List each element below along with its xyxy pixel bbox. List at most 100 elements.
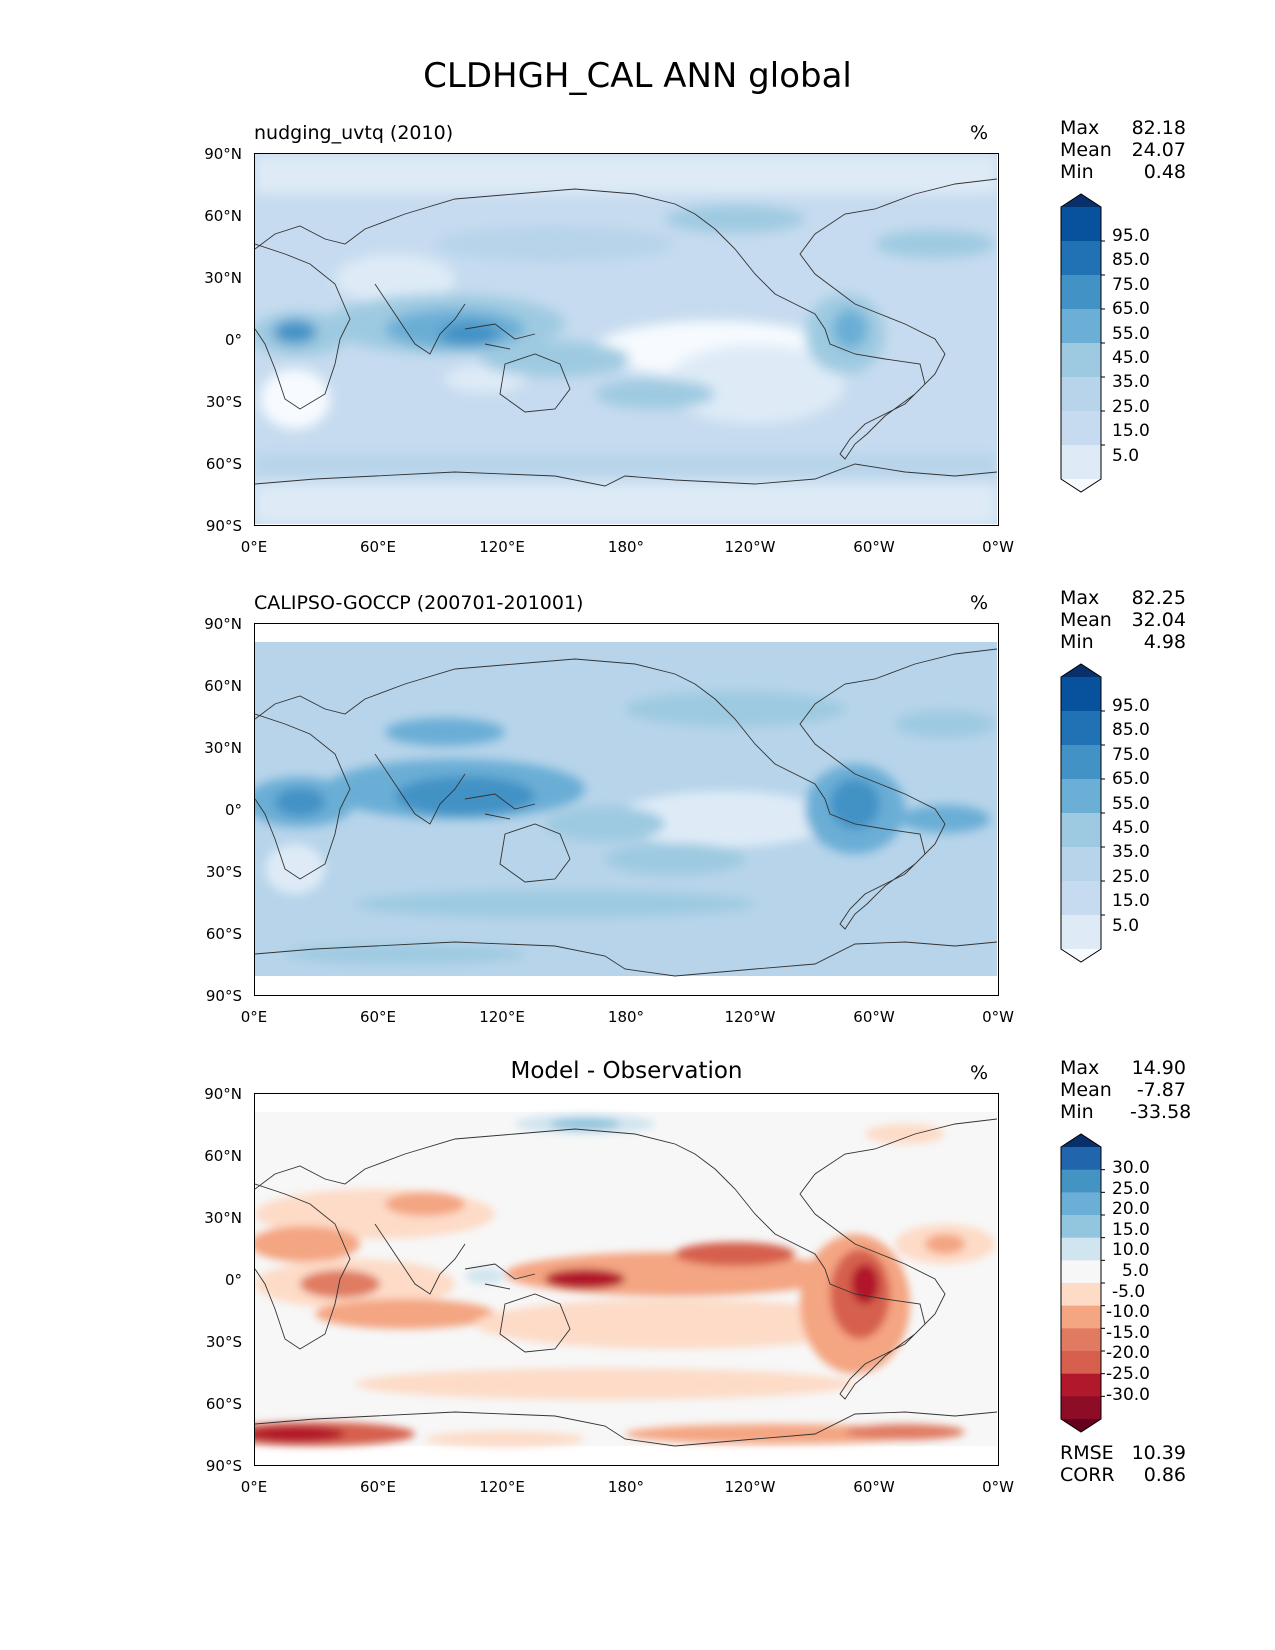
panel-1-ytick-0: 0° [224, 331, 242, 349]
panel-2-xtick-180: 180° [607, 1008, 645, 1026]
panel-3-stat-values: 14.90 -7.87 -33.58 [1130, 1057, 1192, 1123]
panel-1-xtick-120e: 120°E [479, 538, 525, 556]
panel-2-title: CALIPSO-GOCCP (200701-201001) [254, 592, 584, 614]
panel-1-xtick-0w: 0°W [982, 538, 1014, 556]
panel-1-cb-label: 5.0 [1112, 445, 1140, 466]
corr-value: 0.86 [1143, 1464, 1186, 1486]
panel-2-cb-label: 45.0 [1112, 818, 1150, 839]
panel-1-min-value: 0.48 [1143, 161, 1186, 183]
colorbar-segment [1061, 1147, 1101, 1171]
panel-3-cb-label: -30.0 [1106, 1384, 1150, 1405]
colorbar-extend-max [1061, 1134, 1101, 1147]
colorbar-segment [1061, 309, 1101, 344]
panel-3-ytick-30n: 30°N [204, 1209, 242, 1227]
colorbar-segment [1061, 1351, 1101, 1375]
panel-3-cb-label: 25.0 [1112, 1178, 1150, 1199]
panel-3-cb-label: 10.0 [1112, 1240, 1150, 1261]
colorbar-extend-min [1061, 949, 1101, 962]
panel-1-max-value: 82.18 [1131, 117, 1186, 139]
panel-1-cb-label: 15.0 [1112, 421, 1150, 442]
colorbar-segment [1061, 1215, 1101, 1239]
colorbar-segment [1061, 343, 1101, 378]
panel-1-colorbar-labels: 95.0 85.0 75.0 65.0 55.0 45.0 35.0 25.0 … [1112, 224, 1150, 468]
panel-1-cb-label: 95.0 [1112, 226, 1150, 246]
panel-3-xtick-120e: 120°E [479, 1478, 525, 1496]
colorbar-segment [1061, 677, 1101, 712]
panel-2-mean-label: Mean [1060, 609, 1112, 631]
panel-3-mean-label: Mean [1060, 1079, 1112, 1101]
panel-1-ytick-60n: 60°N [204, 207, 242, 225]
panel-3-ytick-60s: 60°S [205, 1395, 242, 1413]
panel-2-cb-label: 25.0 [1112, 866, 1150, 887]
colorbar-outline [1060, 663, 1102, 963]
panel-3-map-field [255, 1094, 997, 1464]
panel-2-cb-label: 5.0 [1112, 915, 1140, 936]
panel-3-ytick-60n: 60°N [204, 1147, 242, 1165]
rmse-label: RMSE [1060, 1442, 1114, 1464]
panel-1-cb-label: 55.0 [1112, 323, 1150, 344]
colorbar-segment [1061, 745, 1101, 780]
colorbar-segment [1061, 207, 1101, 242]
panel-3-ytick-90s: 90°S [205, 1457, 242, 1475]
panel-2-xtick-60w: 60°W [853, 1008, 895, 1026]
panel-3-xtick-120w: 120°W [724, 1478, 776, 1496]
panel-2-ytick-0: 0° [224, 801, 242, 819]
panel-3-ytick-30s: 30°S [205, 1333, 242, 1351]
panel-3-min-value: -33.58 [1130, 1101, 1192, 1123]
panel-3-cb-label: 15.0 [1112, 1219, 1150, 1240]
colorbar-segment [1061, 377, 1101, 412]
panel-2-max-value: 82.25 [1131, 587, 1186, 609]
panel-3-xtick-60e: 60°E [359, 1478, 397, 1496]
panel-1-ytick-90n: 90°N [204, 145, 242, 163]
panel-2-ytick-30s: 30°S [205, 863, 242, 881]
panel-1-stat-values: 82.18 24.07 0.48 [1130, 117, 1186, 183]
panel-1-max-label: Max [1060, 117, 1100, 139]
panel-2-cb-label: 35.0 [1112, 842, 1150, 863]
panel-3-cb-label: -25.0 [1106, 1363, 1150, 1384]
panel-2-xtick-0e: 0°E [240, 1008, 268, 1026]
panel-2-min-label: Min [1060, 631, 1094, 653]
colorbar-extend-max [1061, 664, 1101, 677]
panel-1-mean-label: Mean [1060, 139, 1112, 161]
panel-2-min-value: 4.98 [1143, 631, 1186, 653]
colorbar-segment [1061, 275, 1101, 310]
panel-2-xtick-120e: 120°E [479, 1008, 525, 1026]
panel-1-xtick-60e: 60°E [359, 538, 397, 556]
panel-3-ytick-0: 0° [224, 1271, 242, 1289]
panel-3-xtick-180: 180° [607, 1478, 645, 1496]
panel-2-map [254, 623, 999, 996]
panel-1-cb-label: 65.0 [1112, 299, 1150, 320]
panel-3-ytick-90n: 90°N [204, 1085, 242, 1103]
panel-1-colorbar [1060, 193, 1105, 493]
panel-2-cb-label: 15.0 [1112, 891, 1150, 912]
colorbar-segment [1061, 1373, 1101, 1397]
panel-2-ytick-60n: 60°N [204, 677, 242, 695]
colorbar-segment [1061, 915, 1101, 950]
colorbar-segment [1061, 1192, 1101, 1216]
panel-3-cb-label: 20.0 [1112, 1199, 1150, 1220]
panel-1-cb-label: 85.0 [1112, 250, 1150, 271]
panel-3-max-value: 14.90 [1131, 1057, 1186, 1079]
panel-3-cb-label: -10.0 [1106, 1302, 1150, 1323]
colorbar-segment [1061, 779, 1101, 814]
panel-2-colorbar-labels: 95.0 85.0 75.0 65.0 55.0 45.0 35.0 25.0 … [1112, 694, 1150, 938]
colorbar-extend-max [1061, 194, 1101, 207]
colorbar-extend-min [1061, 1419, 1101, 1432]
panel-2-ytick-30n: 30°N [204, 739, 242, 757]
colorbar-segment [1061, 445, 1101, 480]
panel-3-cb-label: -15.0 [1106, 1322, 1150, 1343]
panel-1-ytick-90s: 90°S [205, 517, 242, 535]
panel-2-unit: % [970, 592, 989, 614]
colorbar-segment [1061, 881, 1101, 916]
colorbar-segment [1061, 1260, 1101, 1284]
colorbar-segment [1061, 1283, 1101, 1307]
panel-2-map-field [255, 624, 997, 994]
panel-2-ytick-90s: 90°S [205, 987, 242, 1005]
panel-2-stat-values: 82.25 32.04 4.98 [1130, 587, 1186, 653]
panel-1-cb-label: 75.0 [1112, 274, 1150, 295]
panel-3-colorbar-labels: 30.0 25.0 20.0 15.0 10.0 5.0 -5.0 -10.0 … [1106, 1158, 1150, 1405]
panel-1-unit: % [970, 122, 989, 144]
colorbar-segment [1061, 711, 1101, 746]
panel-3-mean-value: -7.87 [1136, 1079, 1186, 1101]
panel-2-cb-label: 55.0 [1112, 793, 1150, 814]
